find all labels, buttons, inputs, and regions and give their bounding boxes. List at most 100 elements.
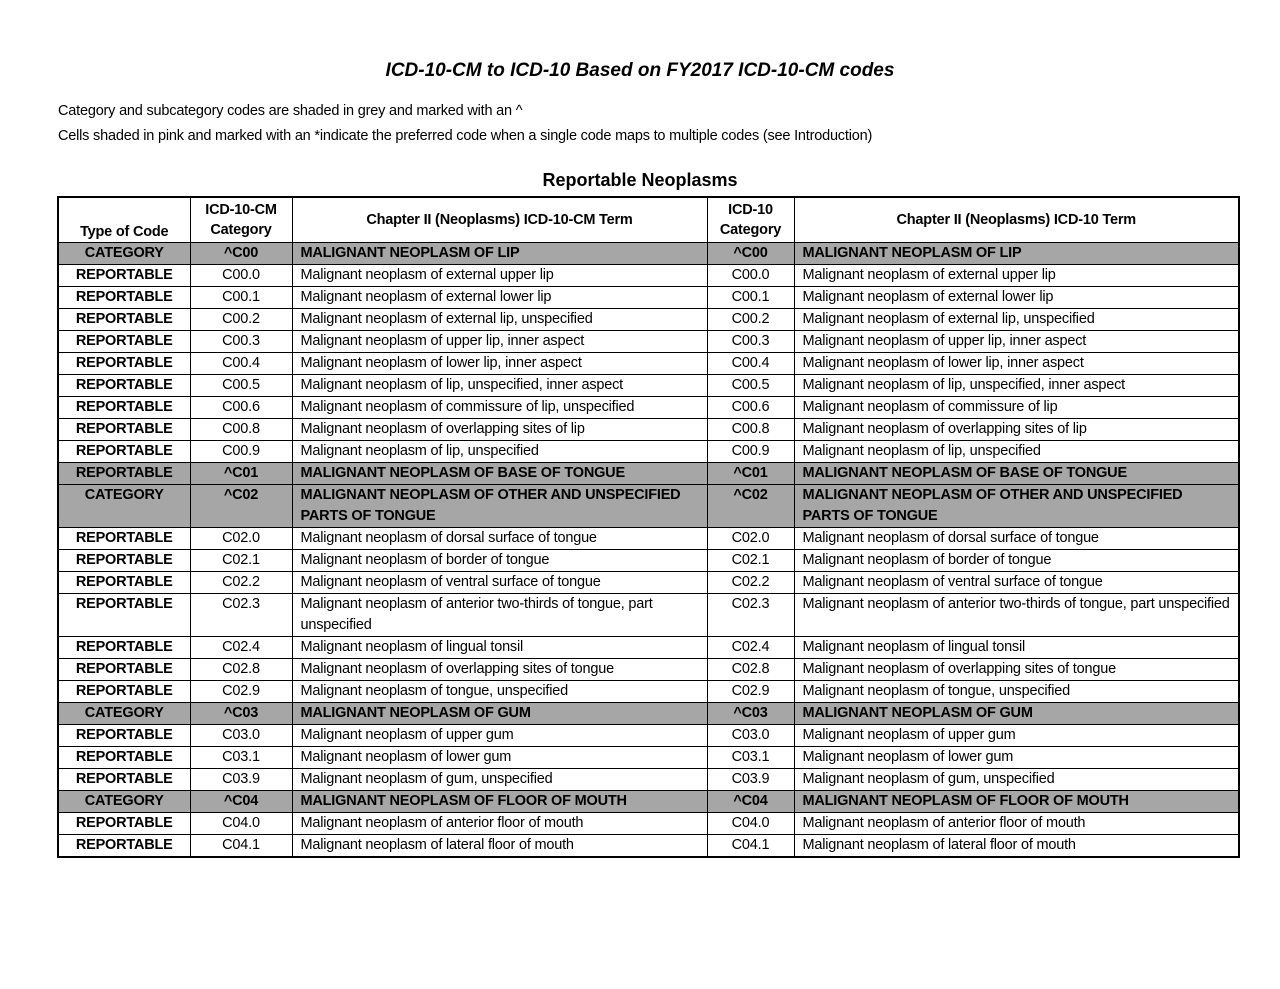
icd10-term-cell: Malignant neoplasm of dorsal surface of … <box>793 527 1240 550</box>
cm-code-cell: C02.4 <box>189 636 293 659</box>
col-icd10-term: Chapter II (Neoplasms) ICD-10 Term <box>793 196 1240 243</box>
icd10-term-cell: MALIGNANT NEOPLASM OF BASE OF TONGUE <box>793 462 1240 485</box>
icd10-code-cell: C00.6 <box>706 396 795 419</box>
table-row: CATEGORY ^C03 MALIGNANT NEOPLASM OF GUM ^C0… <box>57 702 1240 725</box>
cm-code-cell: C00.4 <box>189 352 293 375</box>
icd10-code-cell: C00.1 <box>706 286 795 309</box>
icd10-code-cell: ^C03 <box>706 702 795 725</box>
cm-term-cell: Malignant neoplasm of external upper lip <box>291 264 708 287</box>
cm-term-cell: Malignant neoplasm of overlapping sites … <box>291 658 708 681</box>
cm-code-cell: C03.9 <box>189 768 293 791</box>
table-row: REPORTABLE C00.2 Malignant neoplasm of ext… <box>57 308 1240 331</box>
type-cell: REPORTABLE <box>57 330 191 353</box>
type-cell: REPORTABLE <box>57 571 191 594</box>
icd10-term-cell: Malignant neoplasm of lateral floor of m… <box>793 834 1240 858</box>
cm-code-cell: C02.0 <box>189 527 293 550</box>
type-cell: REPORTABLE <box>57 286 191 309</box>
type-cell: REPORTABLE <box>57 724 191 747</box>
type-cell: REPORTABLE <box>57 462 191 485</box>
type-cell: REPORTABLE <box>57 636 191 659</box>
icd10-term-cell: Malignant neoplasm of external upper lip <box>793 264 1240 287</box>
icd10-code-cell: C02.9 <box>706 680 795 703</box>
table-row: CATEGORY ^C04 MALIGNANT NEOPLASM OF FLOOR … <box>57 790 1240 813</box>
cm-code-cell: C02.3 <box>189 593 293 637</box>
table-row: REPORTABLE C03.1 Malignant neoplasm of low… <box>57 746 1240 769</box>
table-row: REPORTABLE C00.1 Malignant neoplasm of ext… <box>57 286 1240 309</box>
col-type: Type of Code <box>57 196 191 243</box>
icd10-term-cell: Malignant neoplasm of lip, unspecified, … <box>793 374 1240 397</box>
type-cell: REPORTABLE <box>57 680 191 703</box>
cm-code-cell: C00.8 <box>189 418 293 441</box>
icd10-code-cell: ^C02 <box>706 484 795 528</box>
cm-term-cell: Malignant neoplasm of upper gum <box>291 724 708 747</box>
table-row: REPORTABLE C02.2 Malignant neoplasm of ven… <box>57 571 1240 594</box>
cm-term-cell: Malignant neoplasm of external lower lip <box>291 286 708 309</box>
icd10-code-cell: C02.2 <box>706 571 795 594</box>
icd10-code-cell: C00.5 <box>706 374 795 397</box>
cm-code-cell: ^C04 <box>189 790 293 813</box>
icd10-code-cell: C00.9 <box>706 440 795 463</box>
cm-code-cell: C00.9 <box>189 440 293 463</box>
cm-term-cell: Malignant neoplasm of lower gum <box>291 746 708 769</box>
icd10-term-cell: MALIGNANT NEOPLASM OF FLOOR OF MOUTH <box>793 790 1240 813</box>
type-cell: REPORTABLE <box>57 440 191 463</box>
type-cell: CATEGORY <box>57 702 191 725</box>
cm-term-cell: Malignant neoplasm of gum, unspecified <box>291 768 708 791</box>
cm-term-cell: Malignant neoplasm of lower lip, inner a… <box>291 352 708 375</box>
cm-code-cell: C02.1 <box>189 549 293 572</box>
icd10-code-cell: C00.2 <box>706 308 795 331</box>
col-cm-category: ICD-10-CM Category <box>189 196 293 243</box>
cm-code-cell: C00.0 <box>189 264 293 287</box>
cm-term-cell: Malignant neoplasm of lingual tonsil <box>291 636 708 659</box>
table-row: REPORTABLE C00.8 Malignant neoplasm of ove… <box>57 418 1240 441</box>
cm-term-cell: Malignant neoplasm of anterior two-third… <box>291 593 708 637</box>
cm-term-cell: MALIGNANT NEOPLASM OF OTHER AND UNSPECIF… <box>291 484 708 528</box>
type-cell: REPORTABLE <box>57 834 191 858</box>
cm-code-cell: C03.1 <box>189 746 293 769</box>
type-cell: CATEGORY <box>57 484 191 528</box>
icd10-code-cell: C00.8 <box>706 418 795 441</box>
icd10-term-cell: Malignant neoplasm of lingual tonsil <box>793 636 1240 659</box>
cm-code-cell: C00.6 <box>189 396 293 419</box>
table-row: REPORTABLE C02.9 Malignant neoplasm of ton… <box>57 680 1240 703</box>
type-cell: REPORTABLE <box>57 746 191 769</box>
type-cell: CATEGORY <box>57 242 191 265</box>
type-cell: REPORTABLE <box>57 658 191 681</box>
icd10-term-cell: Malignant neoplasm of anterior floor of … <box>793 812 1240 835</box>
table-row: REPORTABLE C00.3 Malignant neoplasm of upp… <box>57 330 1240 353</box>
icd10-term-cell: MALIGNANT NEOPLASM OF LIP <box>793 242 1240 265</box>
type-cell: REPORTABLE <box>57 264 191 287</box>
table-row: CATEGORY ^C00 MALIGNANT NEOPLASM OF LIP ^C0… <box>57 242 1240 265</box>
table-row: REPORTABLE C02.4 Malignant neoplasm of lin… <box>57 636 1240 659</box>
cm-term-cell: Malignant neoplasm of overlapping sites … <box>291 418 708 441</box>
cm-code-cell: C00.5 <box>189 374 293 397</box>
type-cell: REPORTABLE <box>57 396 191 419</box>
icd10-term-cell: MALIGNANT NEOPLASM OF GUM <box>793 702 1240 725</box>
type-cell: REPORTABLE <box>57 308 191 331</box>
table-row: REPORTABLE ^C01 MALIGNANT NEOPLASM OF BASE… <box>57 462 1240 485</box>
cm-term-cell: Malignant neoplasm of lateral floor of m… <box>291 834 708 858</box>
icd10-code-cell: C00.4 <box>706 352 795 375</box>
cm-code-cell: C02.8 <box>189 658 293 681</box>
table-row: REPORTABLE C04.0 Malignant neoplasm of ant… <box>57 812 1240 835</box>
cm-term-cell: Malignant neoplasm of external lip, unsp… <box>291 308 708 331</box>
header-row: Type of Code ICD-10-CM Category Chapter … <box>57 196 1240 243</box>
icd10-term-cell: Malignant neoplasm of lower lip, inner a… <box>793 352 1240 375</box>
cm-code-cell: C02.2 <box>189 571 293 594</box>
table-title: Reportable Neoplasms <box>542 170 738 190</box>
mapping-table: Type of Code ICD-10-CM Category Chapter … <box>57 196 1240 858</box>
icd10-code-cell: C03.0 <box>706 724 795 747</box>
table-row: REPORTABLE C03.9 Malignant neoplasm of gum… <box>57 768 1240 791</box>
cm-code-cell: C00.3 <box>189 330 293 353</box>
table-row: REPORTABLE C00.6 Malignant neoplasm of com… <box>57 396 1240 419</box>
cm-term-cell: MALIGNANT NEOPLASM OF FLOOR OF MOUTH <box>291 790 708 813</box>
icd10-code-cell: C02.3 <box>706 593 795 637</box>
cm-term-cell: Malignant neoplasm of commissure of lip,… <box>291 396 708 419</box>
cm-code-cell: C00.1 <box>189 286 293 309</box>
icd10-code-cell: C02.8 <box>706 658 795 681</box>
cm-term-cell: Malignant neoplasm of lip, unspecified, … <box>291 374 708 397</box>
type-cell: REPORTABLE <box>57 593 191 637</box>
cm-code-cell: C00.2 <box>189 308 293 331</box>
table-row: REPORTABLE C03.0 Malignant neoplasm of upp… <box>57 724 1240 747</box>
cm-code-cell: ^C00 <box>189 242 293 265</box>
